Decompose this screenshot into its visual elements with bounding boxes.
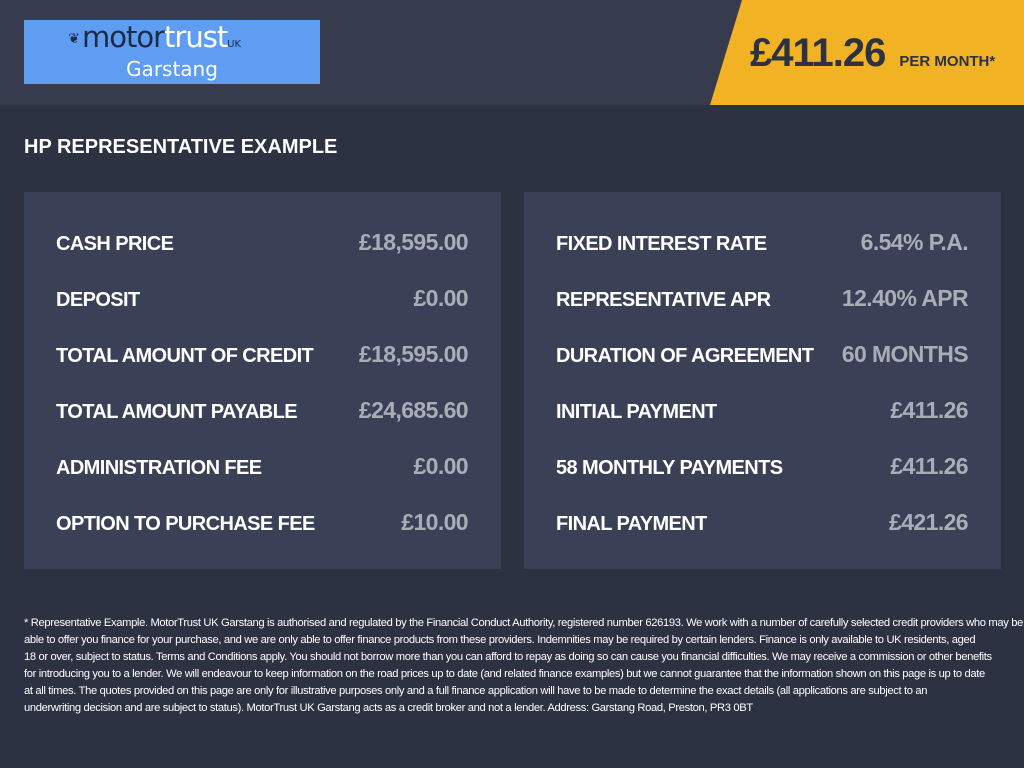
finance-value: 12.40% APR — [841, 285, 969, 311]
finance-row: TOTAL AMOUNT PAYABLE £24,685.60 — [56, 397, 469, 427]
finance-label: DURATION OF AGREEMENT — [556, 345, 814, 367]
disclaimer-line: * Representative Example. MotorTrust UK … — [24, 617, 1023, 629]
logo-brand: motortrustUK — [82, 20, 241, 54]
finance-label: INITIAL PAYMENT — [556, 401, 717, 423]
per-month-label: PER MONTH* — [899, 53, 996, 70]
finance-label: FINAL PAYMENT — [556, 513, 707, 535]
finance-row: DEPOSIT £0.00 — [56, 285, 469, 315]
page-title: HP REPRESENTATIVE EXAMPLE — [24, 136, 338, 158]
finance-row: OPTION TO PURCHASE FEE £10.00 — [56, 509, 469, 539]
finance-value: £411.26 — [890, 453, 968, 479]
header: ❦ motortrustUK Garstang £411.26 PER MONT… — [0, 0, 1024, 105]
finance-label: OPTION TO PURCHASE FEE — [56, 513, 315, 535]
finance-value: £10.00 — [401, 509, 468, 535]
finance-row: TOTAL AMOUNT OF CREDIT £18,595.00 — [56, 341, 469, 371]
finance-value: £18,595.00 — [358, 341, 469, 367]
disclaimer: * Representative Example. MotorTrust UK … — [24, 615, 1023, 717]
finance-row: FIXED INTEREST RATE 6.54% P.A. — [556, 229, 969, 259]
finance-row: DURATION OF AGREEMENT 60 MONTHS — [556, 341, 969, 371]
finance-value: £421.26 — [889, 509, 969, 535]
disclaimer-line: underwriting decision and are subject to… — [24, 702, 753, 714]
finance-row: FINAL PAYMENT £421.26 — [556, 509, 969, 539]
finance-row: 58 MONTHLY PAYMENTS £411.26 — [556, 453, 969, 483]
finance-value: 60 MONTHS — [841, 341, 969, 367]
monthly-price-banner: £411.26 PER MONTH* — [710, 0, 1024, 105]
disclaimer-line: able to offer you finance for your purch… — [24, 634, 976, 646]
finance-label: ADMINISTRATION FEE — [56, 457, 262, 479]
finance-value: £411.26 — [890, 397, 968, 423]
finance-label: CASH PRICE — [56, 233, 174, 255]
logo-brand-dark: motor — [82, 20, 165, 54]
disclaimer-line: 18 or over, subject to status. Terms and… — [24, 651, 992, 663]
finance-label: DEPOSIT — [56, 289, 140, 311]
finance-row: CASH PRICE £18,595.00 — [56, 229, 469, 259]
finance-row: REPRESENTATIVE APR 12.40% APR — [556, 285, 969, 315]
finance-value: 6.54% P.A. — [860, 229, 969, 255]
finance-row: ADMINISTRATION FEE £0.00 — [56, 453, 469, 483]
disclaimer-line: at all times. The quotes provided on thi… — [24, 685, 928, 697]
finance-panel-right: FIXED INTEREST RATE 6.54% P.A. REPRESENTAT… — [524, 192, 1001, 569]
finance-value: £0.00 — [413, 453, 468, 479]
finance-label: TOTAL AMOUNT OF CREDIT — [56, 345, 314, 367]
motortrust-logo[interactable]: ❦ motortrustUK Garstang — [24, 20, 320, 84]
finance-value: £18,595.00 — [358, 229, 469, 255]
finance-value: £0.00 — [413, 285, 468, 311]
leaf-icon: ❦ — [68, 30, 80, 46]
disclaimer-line: for introducing you to a lender. We will… — [24, 668, 985, 680]
logo-brand-light: trust — [164, 20, 228, 54]
finance-panel-left: CASH PRICE £18,595.00 DEPOSIT £0.00 TOTAL AM… — [24, 192, 501, 569]
finance-label: FIXED INTEREST RATE — [556, 233, 767, 255]
logo-location: Garstang — [126, 57, 218, 81]
finance-label: 58 MONTHLY PAYMENTS — [556, 457, 783, 479]
logo-suffix: UK — [227, 39, 242, 50]
finance-value: £24,685.60 — [358, 397, 469, 423]
finance-label: REPRESENTATIVE APR — [556, 289, 771, 311]
finance-label: TOTAL AMOUNT PAYABLE — [56, 401, 298, 423]
finance-row: INITIAL PAYMENT £411.26 — [556, 397, 969, 427]
monthly-price: £411.26 — [750, 31, 886, 75]
